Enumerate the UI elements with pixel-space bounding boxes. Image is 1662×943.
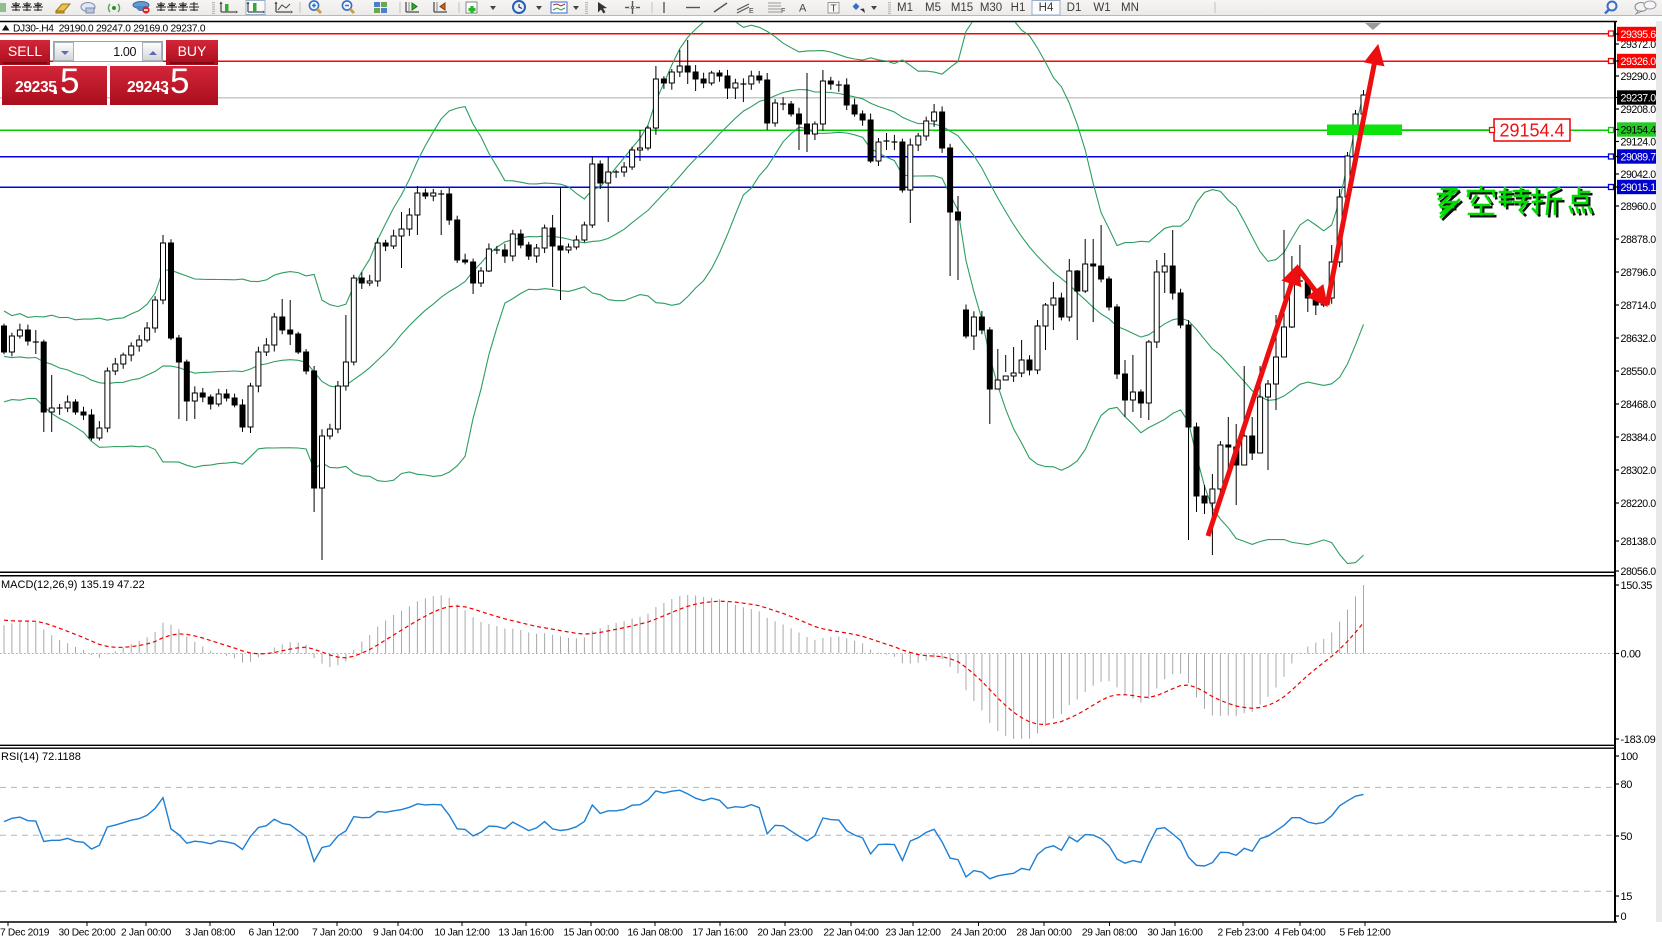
svg-text:29089.7: 29089.7	[1621, 151, 1657, 163]
svg-text:RSI(14) 72.1188: RSI(14) 72.1188	[1, 751, 81, 763]
svg-text:E: E	[749, 8, 754, 15]
svg-text:28632.0: 28632.0	[1621, 333, 1657, 345]
svg-text:28714.0: 28714.0	[1621, 300, 1657, 312]
svg-text:29290.0: 29290.0	[1621, 71, 1657, 83]
svg-text:29042.0: 29042.0	[1621, 169, 1657, 181]
svg-text:50: 50	[1621, 831, 1633, 843]
svg-text:80: 80	[1621, 779, 1633, 791]
svg-text:-183.09: -183.09	[1621, 734, 1656, 746]
svg-text:DJ30-.H4 29190.0 29247.0 2916: DJ30-.H4 29190.0 29247.0 29169.0 29237.0	[13, 24, 206, 35]
svg-text:29154.4: 29154.4	[1621, 124, 1657, 136]
svg-text:M30: M30	[980, 2, 1002, 14]
svg-text:30 Dec 20:00: 30 Dec 20:00	[58, 928, 116, 939]
svg-text:29208.0: 29208.0	[1621, 104, 1657, 116]
svg-text:150.35: 150.35	[1621, 580, 1653, 592]
svg-text:28138.0: 28138.0	[1621, 536, 1657, 548]
svg-text:29326.0: 29326.0	[1621, 56, 1657, 68]
svg-text:100: 100	[1621, 751, 1639, 763]
svg-text:W1: W1	[1093, 2, 1110, 14]
svg-text:6 Jan 12:00: 6 Jan 12:00	[249, 928, 300, 939]
svg-text:H1: H1	[1011, 2, 1026, 14]
svg-text:D1: D1	[1067, 2, 1082, 14]
svg-text:10 Jan 12:00: 10 Jan 12:00	[434, 928, 490, 939]
svg-text:16 Jan 08:00: 16 Jan 08:00	[627, 928, 683, 939]
svg-text:28960.0: 28960.0	[1621, 201, 1657, 213]
svg-text:4 Feb 04:00: 4 Feb 04:00	[1274, 928, 1326, 939]
svg-text:28550.0: 28550.0	[1621, 366, 1657, 378]
svg-text:T: T	[831, 4, 837, 15]
svg-text:28878.0: 28878.0	[1621, 234, 1657, 246]
svg-text:13 Jan 16:00: 13 Jan 16:00	[498, 928, 554, 939]
svg-text:28056.0: 28056.0	[1621, 566, 1657, 578]
svg-text:29372.0: 29372.0	[1621, 39, 1657, 51]
svg-text:7 Dec 2019: 7 Dec 2019	[0, 928, 50, 939]
svg-text:28302.0: 28302.0	[1621, 465, 1657, 477]
svg-text:22 Jan 04:00: 22 Jan 04:00	[823, 928, 879, 939]
svg-text:0.00: 0.00	[1621, 648, 1641, 660]
svg-text:28220.0: 28220.0	[1621, 498, 1657, 510]
svg-text:29 Jan 08:00: 29 Jan 08:00	[1082, 928, 1138, 939]
svg-text:5 Feb 12:00: 5 Feb 12:00	[1339, 928, 1391, 939]
svg-text:24 Jan 20:00: 24 Jan 20:00	[951, 928, 1007, 939]
svg-text:M5: M5	[925, 2, 941, 14]
svg-text:23 Jan 12:00: 23 Jan 12:00	[885, 928, 941, 939]
svg-text:H4: H4	[1039, 2, 1054, 14]
svg-text:15: 15	[1621, 891, 1633, 903]
svg-text:0: 0	[1621, 911, 1627, 923]
svg-text:20 Jan 23:00: 20 Jan 23:00	[757, 928, 813, 939]
svg-text:17 Jan 16:00: 17 Jan 16:00	[692, 928, 748, 939]
svg-text:3 Jan 08:00: 3 Jan 08:00	[185, 928, 236, 939]
svg-text:28796.0: 28796.0	[1621, 267, 1657, 279]
svg-text:29015.1: 29015.1	[1621, 182, 1657, 194]
svg-text:M15: M15	[951, 2, 973, 14]
svg-text:2 Feb 23:00: 2 Feb 23:00	[1217, 928, 1269, 939]
svg-text:MACD(12,26,9) 135.19 47.22: MACD(12,26,9) 135.19 47.22	[1, 579, 145, 591]
svg-text:MN: MN	[1121, 2, 1139, 14]
svg-text:29124.0: 29124.0	[1621, 136, 1657, 148]
svg-text:29154.4: 29154.4	[1499, 121, 1564, 141]
svg-text:2 Jan 00:00: 2 Jan 00:00	[121, 928, 172, 939]
svg-text:A: A	[799, 3, 807, 15]
svg-text:9 Jan 04:00: 9 Jan 04:00	[373, 928, 424, 939]
svg-text:29395.6: 29395.6	[1621, 29, 1657, 41]
svg-text:15 Jan 00:00: 15 Jan 00:00	[563, 928, 619, 939]
svg-text:28 Jan 00:00: 28 Jan 00:00	[1016, 928, 1072, 939]
svg-text:28384.0: 28384.0	[1621, 432, 1657, 444]
svg-text:30 Jan 16:00: 30 Jan 16:00	[1147, 928, 1203, 939]
svg-text:7 Jan 20:00: 7 Jan 20:00	[312, 928, 363, 939]
svg-text:29237.0: 29237.0	[1621, 92, 1657, 104]
svg-text:M1: M1	[897, 2, 913, 14]
svg-text:28468.0: 28468.0	[1621, 399, 1657, 411]
svg-text:F: F	[781, 8, 785, 15]
